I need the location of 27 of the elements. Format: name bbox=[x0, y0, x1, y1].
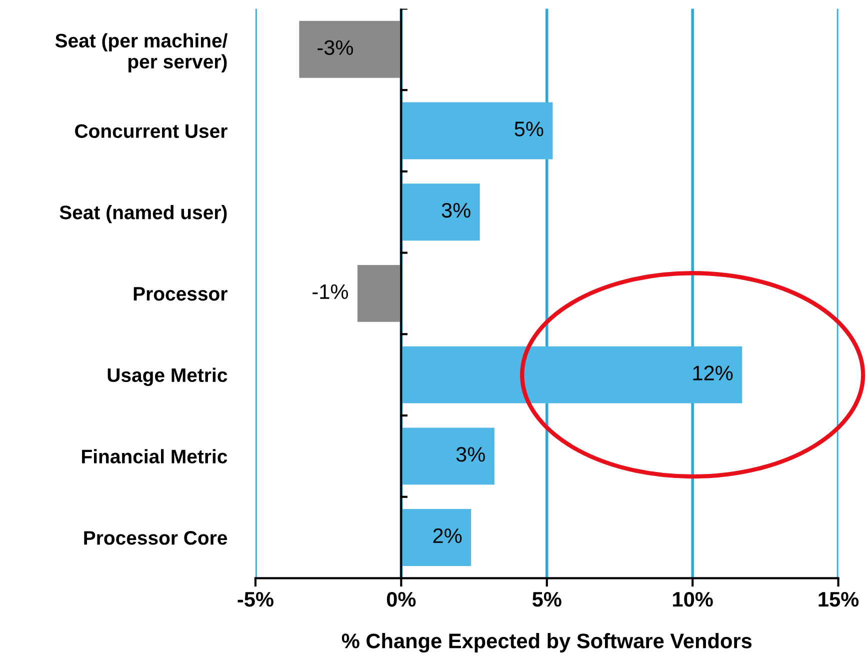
bar bbox=[357, 264, 402, 322]
data-label: 3% bbox=[442, 202, 470, 218]
data-label: 5% bbox=[514, 122, 544, 136]
bar bbox=[401, 102, 553, 160]
bar bbox=[299, 20, 402, 78]
x-tick-label: 0% bbox=[386, 592, 416, 607]
y-tick-label: Seat (named user) bbox=[60, 205, 227, 224]
x-tick-label: 15% bbox=[818, 592, 859, 607]
x-tick-label: 10% bbox=[673, 592, 713, 607]
bar bbox=[401, 184, 480, 241]
y-tick-label: Concurrent User bbox=[75, 124, 228, 138]
y-tick-label: Financial Metric bbox=[82, 449, 228, 464]
data-label: -3% bbox=[318, 40, 353, 55]
y-tick-label: Processor bbox=[134, 287, 228, 301]
bar bbox=[401, 346, 742, 404]
x-tick-label: 5% bbox=[532, 592, 562, 607]
data-label: -1% bbox=[312, 284, 348, 299]
data-label: 12% bbox=[693, 366, 733, 380]
y-tick-label: Processor Core bbox=[84, 531, 228, 545]
data-label: 3% bbox=[456, 447, 485, 462]
bar bbox=[401, 509, 472, 566]
y-tick-label: Seat (per machine/ per server) bbox=[55, 33, 228, 72]
data-label: 2% bbox=[433, 528, 462, 544]
x-axis-title: % Change Expected by Software Vendors bbox=[342, 633, 752, 653]
y-tick-label: Usage Metric bbox=[108, 368, 228, 386]
x-tick-label: -5% bbox=[238, 592, 274, 607]
bar bbox=[401, 428, 494, 485]
